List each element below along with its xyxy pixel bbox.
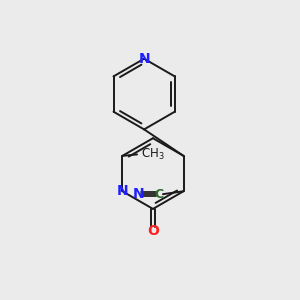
Text: N: N <box>133 187 144 201</box>
Text: N: N <box>138 52 150 66</box>
Text: C: C <box>154 188 164 201</box>
Text: CH$_3$: CH$_3$ <box>141 147 164 162</box>
Text: O: O <box>147 224 159 238</box>
Text: N: N <box>116 184 128 198</box>
